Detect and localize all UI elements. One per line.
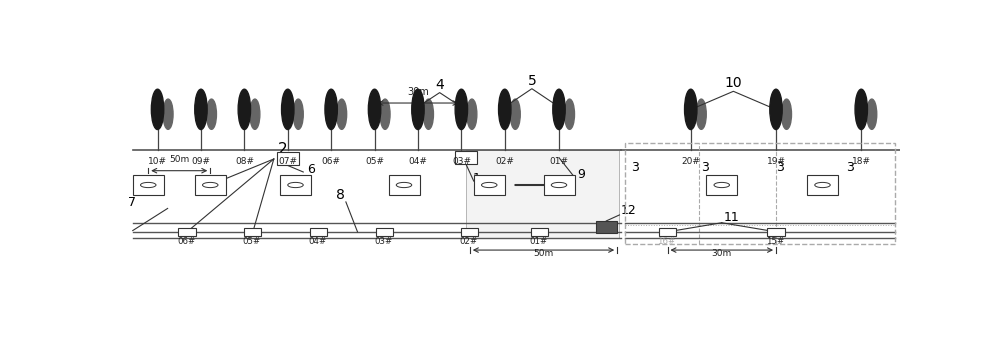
Text: 30m: 30m (712, 249, 732, 258)
Circle shape (714, 183, 730, 188)
Ellipse shape (867, 99, 877, 129)
Ellipse shape (163, 99, 173, 129)
Ellipse shape (368, 89, 381, 129)
Bar (310, 227, 327, 236)
Text: 03#: 03# (452, 157, 471, 166)
Bar (596, 221, 617, 233)
Ellipse shape (424, 99, 433, 129)
Ellipse shape (499, 89, 511, 129)
Text: 12: 12 (621, 203, 637, 217)
Text: 4: 4 (435, 78, 444, 92)
Ellipse shape (151, 89, 164, 129)
Text: 05#: 05# (243, 237, 261, 246)
Circle shape (288, 183, 303, 188)
Ellipse shape (412, 89, 424, 129)
Text: 8: 8 (336, 188, 345, 202)
Circle shape (815, 183, 830, 188)
Ellipse shape (770, 89, 782, 129)
Text: 5: 5 (528, 74, 536, 88)
Bar (280, 175, 311, 195)
Text: 16#: 16# (657, 237, 676, 246)
Text: 3: 3 (846, 161, 854, 174)
Text: 3: 3 (631, 161, 639, 174)
Text: 09#: 09# (192, 157, 211, 166)
Text: 7: 7 (128, 196, 136, 209)
Text: 18#: 18# (852, 157, 871, 166)
Bar (807, 175, 838, 195)
Text: 6: 6 (307, 163, 315, 176)
Text: 10: 10 (725, 76, 742, 90)
Ellipse shape (282, 89, 294, 129)
Text: 19#: 19# (767, 157, 786, 166)
Text: 01#: 01# (530, 237, 548, 246)
Circle shape (551, 183, 567, 188)
Text: 11: 11 (723, 211, 739, 224)
Circle shape (140, 183, 156, 188)
Bar (659, 227, 676, 236)
Ellipse shape (238, 89, 251, 129)
Text: 10#: 10# (148, 157, 167, 166)
Circle shape (482, 183, 497, 188)
Text: 15#: 15# (766, 237, 784, 246)
Text: 03#: 03# (375, 237, 393, 246)
Ellipse shape (467, 99, 477, 129)
Bar (277, 152, 299, 166)
Ellipse shape (337, 99, 347, 129)
Text: 04#: 04# (409, 157, 428, 166)
Text: 30m: 30m (407, 87, 429, 97)
Ellipse shape (553, 89, 565, 129)
Ellipse shape (293, 99, 303, 129)
Ellipse shape (855, 89, 867, 129)
Ellipse shape (250, 99, 260, 129)
Text: 50m: 50m (533, 249, 554, 258)
Bar (376, 227, 393, 236)
Bar (625, 143, 895, 244)
Ellipse shape (195, 89, 207, 129)
Bar (466, 150, 619, 238)
Ellipse shape (455, 89, 468, 129)
Text: 02#: 02# (495, 157, 514, 166)
Text: 1: 1 (472, 172, 480, 186)
Bar (244, 227, 261, 236)
Bar (767, 227, 785, 236)
Bar (706, 175, 737, 195)
Bar (474, 175, 505, 195)
Circle shape (202, 183, 218, 188)
Text: 06#: 06# (322, 157, 341, 166)
Text: 07#: 07# (278, 157, 297, 166)
Text: 20#: 20# (681, 157, 700, 166)
Circle shape (396, 183, 412, 188)
Ellipse shape (510, 99, 520, 129)
Text: 2: 2 (278, 142, 287, 157)
Ellipse shape (696, 99, 706, 129)
Text: 9: 9 (577, 169, 585, 182)
Ellipse shape (782, 99, 792, 129)
Ellipse shape (565, 99, 574, 129)
Text: 3: 3 (701, 161, 709, 174)
Text: 01#: 01# (550, 157, 569, 166)
Ellipse shape (685, 89, 697, 129)
Bar (388, 175, 420, 195)
Text: 06#: 06# (177, 237, 195, 246)
Text: 02#: 02# (460, 237, 478, 246)
Text: 3: 3 (776, 161, 784, 174)
Bar (544, 175, 574, 195)
Text: 50m: 50m (169, 155, 189, 164)
Bar (455, 151, 477, 164)
Ellipse shape (380, 99, 390, 129)
Text: 05#: 05# (365, 157, 384, 166)
Bar (133, 175, 164, 195)
Text: 04#: 04# (309, 237, 327, 246)
Bar (178, 227, 196, 236)
Bar (531, 227, 548, 236)
Bar (195, 175, 226, 195)
Ellipse shape (207, 99, 216, 129)
Text: 08#: 08# (235, 157, 254, 166)
Bar (461, 227, 478, 236)
Ellipse shape (325, 89, 337, 129)
